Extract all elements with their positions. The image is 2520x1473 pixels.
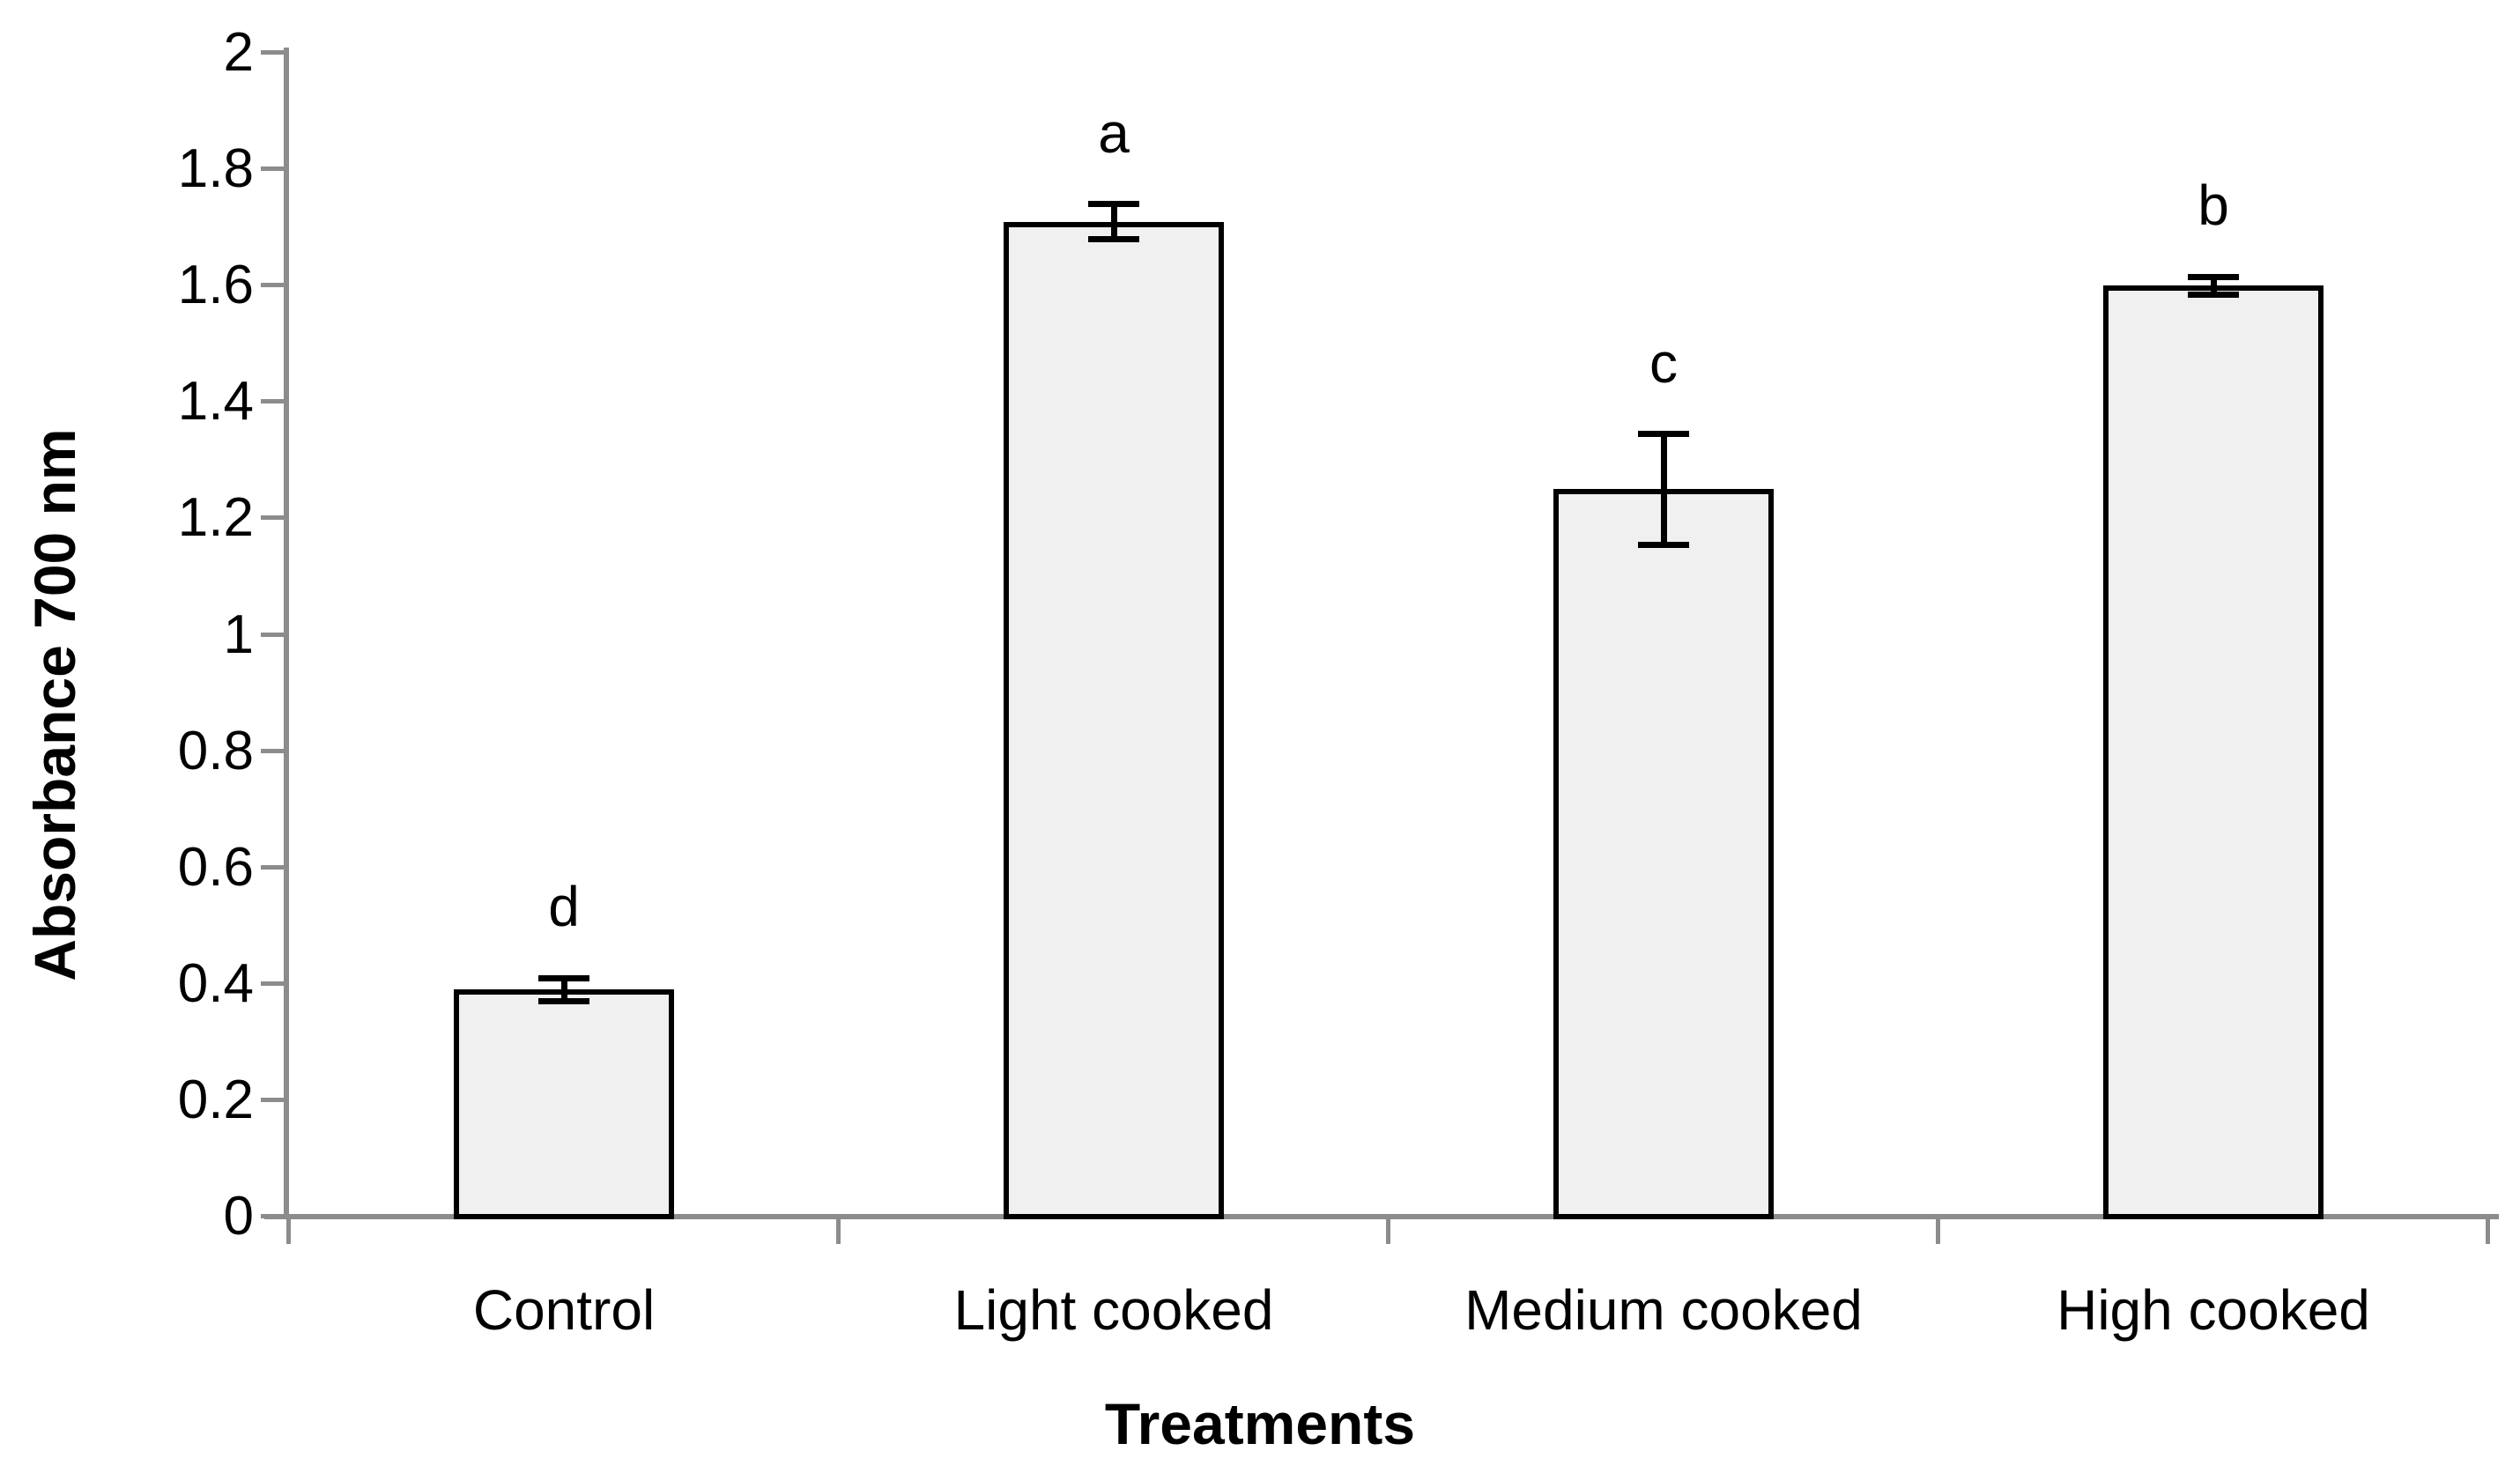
y-tick-mark bbox=[261, 399, 284, 404]
error-bar-bottom-cap bbox=[1638, 541, 1689, 548]
y-tick-mark bbox=[261, 515, 284, 521]
error-bar-top-cap bbox=[1638, 431, 1689, 438]
bar bbox=[1553, 489, 1774, 1219]
y-tick-mark bbox=[261, 981, 284, 986]
y-tick-mark bbox=[261, 864, 284, 870]
y-tick-label: 1 bbox=[223, 603, 254, 665]
significance-letter: d bbox=[548, 875, 580, 939]
x-axis-line bbox=[264, 1214, 2499, 1219]
error-bar-top-cap bbox=[538, 974, 589, 981]
x-tick-mark bbox=[836, 1219, 841, 1244]
y-tick-label: 1.4 bbox=[177, 371, 254, 433]
y-tick-label: 0.4 bbox=[177, 952, 254, 1014]
y-tick-label: 1.2 bbox=[177, 487, 254, 549]
error-bar-line bbox=[1660, 433, 1667, 545]
bar bbox=[2103, 285, 2324, 1219]
x-tick-mark bbox=[1936, 1219, 1940, 1244]
significance-letter: c bbox=[1649, 330, 1678, 395]
x-category-label: Control bbox=[472, 1278, 656, 1342]
x-category-label: High cooked bbox=[2057, 1278, 2370, 1342]
error-bar-line bbox=[2210, 277, 2217, 295]
y-tick-label: 0.6 bbox=[177, 836, 254, 898]
y-tick-mark bbox=[261, 167, 284, 172]
y-tick-label: 1.8 bbox=[177, 138, 254, 200]
y-tick-mark bbox=[261, 1097, 284, 1102]
y-tick-label: 2 bbox=[223, 22, 254, 83]
error-bar-line bbox=[560, 978, 567, 1002]
x-axis-title: Treatments bbox=[1104, 1391, 1416, 1456]
x-category-label: Medium cooked bbox=[1464, 1278, 1863, 1342]
y-tick-label: 0.2 bbox=[177, 1069, 254, 1130]
error-bar-line bbox=[1110, 204, 1117, 240]
y-tick-mark bbox=[261, 748, 284, 753]
bar bbox=[454, 989, 674, 1219]
bar bbox=[1004, 221, 1224, 1219]
y-tick-label: 0.8 bbox=[177, 720, 254, 781]
error-bar-top-cap bbox=[1088, 201, 1139, 208]
y-tick-mark bbox=[261, 632, 284, 637]
x-tick-mark bbox=[1386, 1219, 1390, 1244]
y-tick-mark bbox=[261, 50, 284, 55]
y-tick-mark bbox=[261, 283, 284, 288]
y-axis-line bbox=[284, 48, 289, 1219]
error-bar-bottom-cap bbox=[538, 998, 589, 1005]
significance-letter: a bbox=[1098, 100, 1130, 165]
y-tick-label: 1.6 bbox=[177, 255, 254, 316]
x-tick-mark bbox=[2486, 1219, 2490, 1244]
x-tick-mark bbox=[286, 1219, 291, 1244]
y-tick-label: 0 bbox=[223, 1186, 254, 1247]
error-bar-top-cap bbox=[2188, 273, 2239, 280]
error-bar-bottom-cap bbox=[2188, 291, 2239, 298]
significance-letter: b bbox=[2198, 174, 2229, 238]
x-category-label: Light cooked bbox=[953, 1278, 1274, 1342]
error-bar-bottom-cap bbox=[1088, 235, 1139, 242]
